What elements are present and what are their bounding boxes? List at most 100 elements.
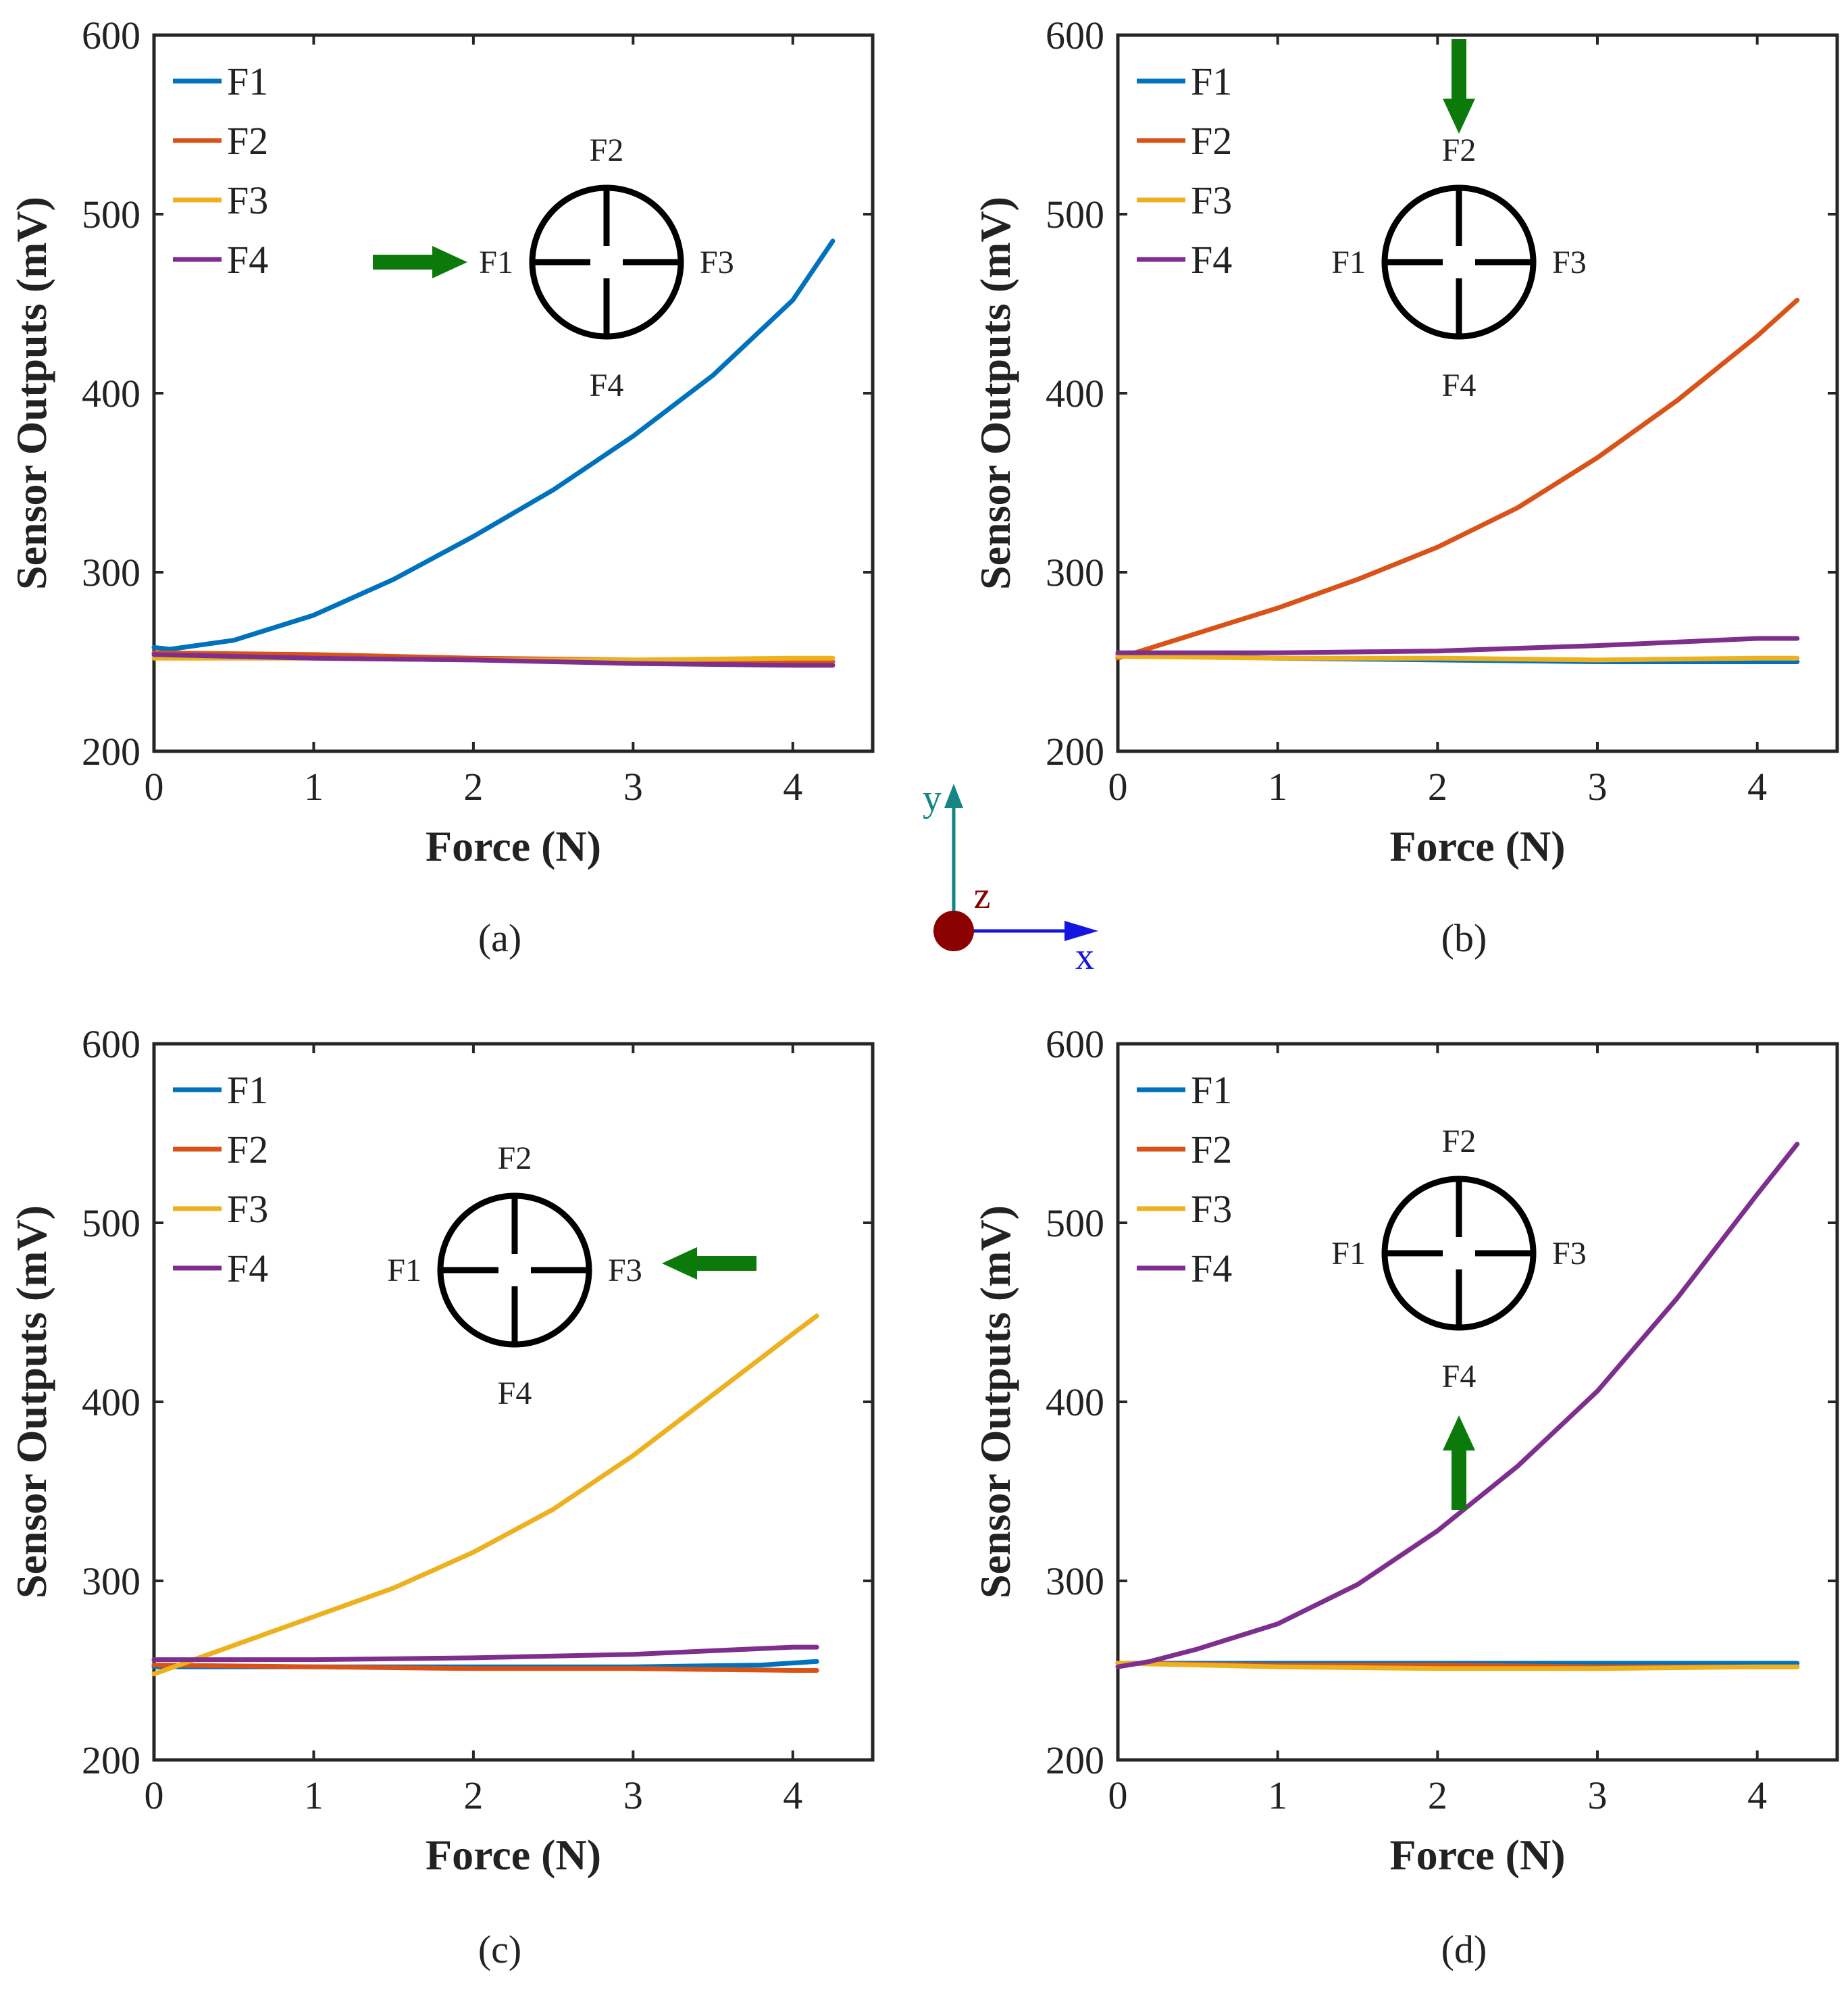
panel-label: (b): [1441, 916, 1487, 960]
y-axis-title: Sensor Outputs (mV): [971, 1205, 1019, 1598]
legend: F1 F2 F3 F4: [1137, 1068, 1232, 1290]
series-line-f4: [151, 1644, 819, 1663]
legend-label-f2: F2: [227, 119, 268, 163]
inset-label-f3: F3: [700, 245, 734, 280]
inset-label-f1: F1: [1331, 1236, 1366, 1271]
inset-label-f2: F2: [1442, 132, 1477, 168]
y-tick-label: 200: [82, 730, 140, 774]
legend: F1 F2 F3 F4: [1137, 59, 1232, 282]
y-tick-label: 500: [82, 1201, 140, 1245]
x-tick-label: 2: [1428, 1773, 1447, 1817]
x-axis-label: x: [1075, 936, 1094, 978]
x-tick-label: 3: [1588, 1773, 1608, 1817]
y-tick-label: 300: [82, 551, 140, 595]
series-line-f2: [151, 1663, 819, 1673]
y-tick-label: 300: [1046, 551, 1104, 595]
series-line-f4: [1115, 636, 1800, 655]
legend-label-f3: F3: [227, 178, 268, 222]
x-tick-label: 1: [304, 1773, 324, 1817]
x-tick-label: 1: [1268, 1773, 1287, 1817]
legend-label-f1: F1: [1191, 59, 1232, 103]
inset-label-f2: F2: [498, 1140, 532, 1176]
y-tick-label: 400: [1046, 372, 1104, 415]
y-tick-label: 300: [1046, 1559, 1104, 1603]
x-tick-label: 1: [304, 765, 324, 809]
x-tick-label: 4: [1747, 1773, 1767, 1817]
x-tick-label: 4: [783, 1773, 802, 1817]
legend-label-f1: F1: [227, 1068, 268, 1112]
x-axis-title: Force (N): [1390, 1831, 1566, 1879]
sensor-inset: F2 F1 F3 F4: [1331, 1124, 1586, 1394]
series-line-f4: [151, 652, 836, 668]
legend-label-f1: F1: [227, 59, 268, 103]
series-line-f3: [1115, 1661, 1800, 1671]
chart-panel-4: 0 1 2 3 4 200 300 400 500 600 Force (N) Sensor Outp…: [971, 1022, 1839, 1971]
y-tick-label: 500: [82, 193, 140, 236]
inset-label-f1: F1: [1331, 245, 1366, 280]
y-tick-label: 600: [82, 14, 140, 57]
panel-label: (c): [478, 1927, 521, 1971]
inset-label-f3: F3: [608, 1253, 642, 1288]
legend-label-f2: F2: [1191, 1128, 1232, 1171]
y-tick-label: 400: [1046, 1380, 1104, 1424]
chart-panel-1: 0 1 2 3 4 200 300 400 500 600 Force (N) Sensor Outp…: [7, 14, 875, 960]
legend-label-f4: F4: [227, 1246, 268, 1290]
x-axis-arrowhead: [1064, 921, 1098, 941]
legend-label-f2: F2: [227, 1128, 268, 1171]
x-axis-title: Force (N): [426, 822, 601, 870]
x-tick-label: 0: [1108, 1773, 1128, 1817]
inset-label-f2: F2: [1442, 1124, 1477, 1159]
x-axis-title: Force (N): [1390, 822, 1566, 870]
force-arrow-down: [1443, 39, 1475, 134]
inset-label-f3: F3: [1552, 245, 1587, 280]
force-arrow-right: [373, 246, 467, 278]
inset-label-f4: F4: [590, 368, 624, 403]
legend-label-f3: F3: [1191, 178, 1232, 222]
sensor-inset: F2 F1 F3 F4: [1331, 132, 1586, 403]
series-line-f3: [151, 1313, 819, 1677]
x-tick-label: 4: [783, 765, 802, 809]
chart-panel-3: 0 1 2 3 4 200 300 400 500 600 Force (N) Sensor Outp…: [7, 1022, 875, 1971]
y-tick-label: 500: [1046, 1201, 1104, 1245]
series-line-f1: [151, 238, 836, 652]
x-tick-label: 0: [1108, 765, 1128, 809]
inset-label-f4: F4: [1442, 1359, 1477, 1394]
y-axis-title: Sensor Outputs (mV): [971, 197, 1019, 590]
inset-label-f1: F1: [479, 245, 513, 280]
z-axis-label: z: [974, 875, 991, 917]
x-axis-title: Force (N): [426, 1831, 601, 1879]
force-arrow-up: [1443, 1415, 1475, 1510]
force-arrow-left: [662, 1247, 756, 1280]
inset-label-f1: F1: [387, 1253, 421, 1288]
y-axis-title: Sensor Outputs (mV): [7, 197, 55, 590]
y-tick-label: 400: [82, 372, 140, 415]
legend-label-f3: F3: [1191, 1187, 1232, 1231]
legend-label-f2: F2: [1191, 119, 1232, 163]
y-axis-arrowhead: [944, 784, 963, 808]
legend-label-f3: F3: [227, 1187, 268, 1231]
inset-label-f4: F4: [498, 1376, 532, 1411]
y-tick-label: 400: [82, 1380, 140, 1424]
series-line-f4: [1115, 1141, 1800, 1669]
panel-label: (a): [478, 916, 521, 960]
legend: F1 F2 F3 F4: [173, 59, 268, 282]
y-tick-label: 600: [1046, 14, 1104, 57]
legend-label-f1: F1: [1191, 1068, 1232, 1112]
x-tick-label: 0: [145, 765, 164, 809]
y-tick-label: 300: [82, 1559, 140, 1603]
z-axis-dot: [933, 911, 974, 951]
x-tick-label: 2: [463, 1773, 483, 1817]
x-tick-label: 3: [1588, 765, 1608, 809]
y-tick-label: 200: [1046, 730, 1104, 774]
panel-label: (d): [1441, 1927, 1487, 1971]
y-tick-label: 600: [82, 1022, 140, 1066]
y-tick-label: 200: [1046, 1738, 1104, 1782]
y-tick-label: 600: [1046, 1022, 1104, 1066]
coordinate-axes: y x z: [923, 778, 1098, 978]
sensor-inset: F2 F1 F3 F4: [479, 132, 734, 403]
legend: F1 F2 F3 F4: [173, 1068, 268, 1290]
inset-label-f3: F3: [1552, 1236, 1587, 1271]
y-axis-label: y: [923, 778, 942, 819]
x-tick-label: 2: [1428, 765, 1447, 809]
